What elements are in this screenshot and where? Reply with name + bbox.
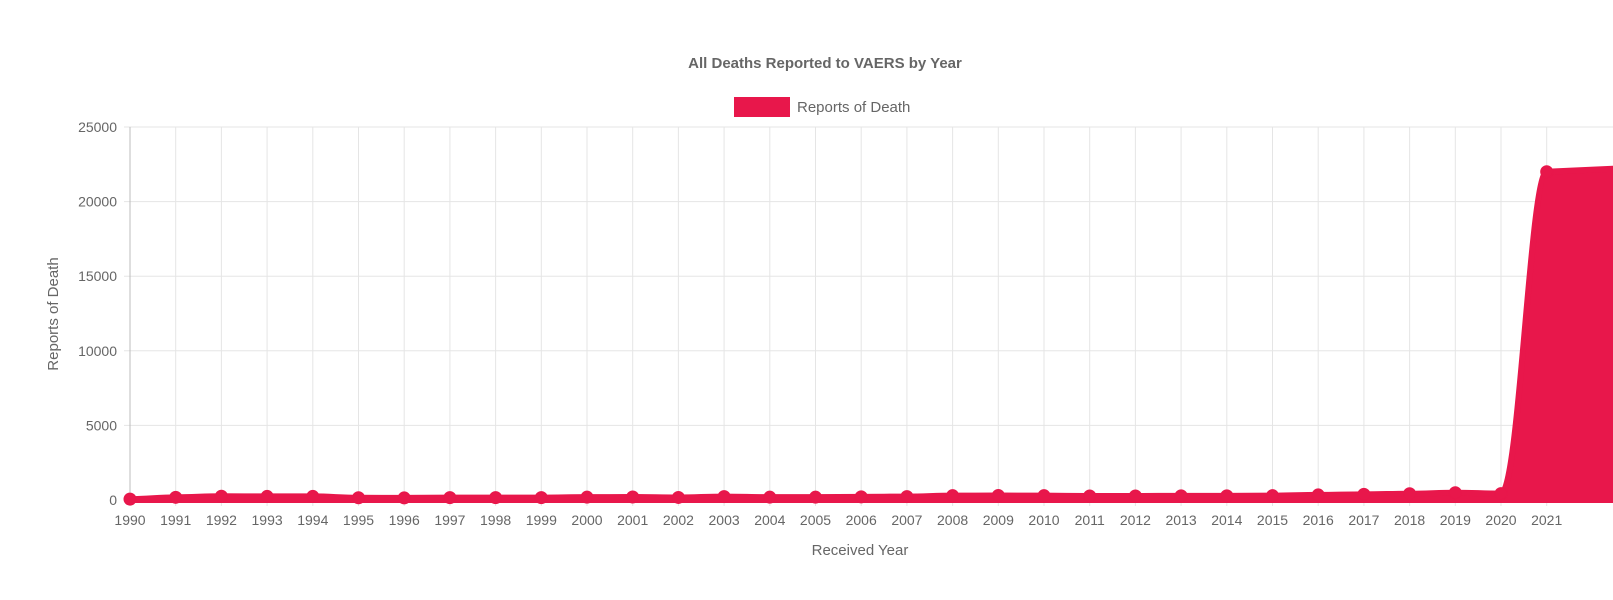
data-point xyxy=(991,489,1005,503)
data-point xyxy=(900,490,914,504)
data-point xyxy=(534,491,548,505)
y-tick-label: 0 xyxy=(109,492,117,508)
data-point xyxy=(260,489,274,503)
x-tick-label: 1997 xyxy=(434,512,465,528)
data-point xyxy=(1266,489,1279,503)
y-tick-label: 10000 xyxy=(78,343,117,359)
x-tick-label: 1998 xyxy=(480,512,511,528)
x-tick-label: 2004 xyxy=(754,512,785,528)
y-tick-label: 5000 xyxy=(86,417,117,433)
y-axis-ticks: 0 5000 10000 15000 20000 25000 xyxy=(78,119,117,508)
data-point xyxy=(123,492,137,506)
x-tick-label: 2008 xyxy=(937,512,968,528)
x-tick-label: 1995 xyxy=(343,512,374,528)
x-tick-label: 2005 xyxy=(800,512,831,528)
legend[interactable]: Reports of Death xyxy=(734,97,910,117)
legend-label: Reports of Death xyxy=(797,99,910,116)
data-point xyxy=(214,489,228,503)
y-tick-label: 20000 xyxy=(78,194,117,210)
gridlines xyxy=(124,126,1613,506)
x-tick-label: 2020 xyxy=(1485,512,1516,528)
data-point xyxy=(489,491,503,505)
y-tick-label: 25000 xyxy=(78,119,117,135)
data-point xyxy=(1494,487,1508,501)
data-point xyxy=(671,490,685,504)
data-point xyxy=(352,491,365,505)
data-point xyxy=(809,490,822,504)
x-tick-label: 2006 xyxy=(846,512,877,528)
data-point xyxy=(1220,489,1234,503)
data-point xyxy=(626,490,640,504)
x-tick-label: 2010 xyxy=(1028,512,1059,528)
data-point xyxy=(397,491,411,505)
legend-swatch xyxy=(734,97,790,117)
data-point xyxy=(1357,487,1371,501)
x-tick-label: 1990 xyxy=(114,512,145,528)
data-point xyxy=(1128,489,1142,503)
x-tick-label: 2001 xyxy=(617,512,648,528)
data-point xyxy=(580,490,594,504)
series-points xyxy=(123,165,1554,506)
data-point xyxy=(1448,486,1462,500)
data-point xyxy=(306,489,320,503)
x-tick-label: 1991 xyxy=(160,512,191,528)
x-tick-label: 1993 xyxy=(252,512,283,528)
data-point xyxy=(763,490,777,504)
x-tick-label: 2002 xyxy=(663,512,694,528)
x-tick-label: 2017 xyxy=(1348,512,1379,528)
data-point xyxy=(1174,489,1188,503)
data-point xyxy=(946,489,960,503)
series-fill xyxy=(127,165,1613,503)
x-tick-label: 2021 xyxy=(1531,512,1562,528)
x-tick-label: 2015 xyxy=(1257,512,1288,528)
x-axis-label: Received Year xyxy=(812,542,909,559)
x-tick-label: 2016 xyxy=(1303,512,1334,528)
data-point xyxy=(443,491,457,505)
chart-title: All Deaths Reported to VAERS by Year xyxy=(688,55,962,72)
x-tick-label: 2014 xyxy=(1211,512,1242,528)
x-tick-label: 2019 xyxy=(1440,512,1471,528)
data-point xyxy=(1540,165,1554,179)
x-tick-label: 2011 xyxy=(1075,512,1105,528)
y-axis-label: Reports of Death xyxy=(45,257,62,370)
x-tick-label: 2018 xyxy=(1394,512,1425,528)
data-point xyxy=(1311,488,1325,502)
data-point xyxy=(717,490,731,504)
x-tick-label: 2007 xyxy=(891,512,922,528)
y-tick-label: 15000 xyxy=(78,268,117,284)
data-point xyxy=(854,490,868,504)
data-point xyxy=(1037,489,1051,503)
x-tick-label: 2012 xyxy=(1120,512,1151,528)
x-tick-label: 2003 xyxy=(709,512,740,528)
x-tick-label: 2013 xyxy=(1166,512,1197,528)
x-tick-label: 1999 xyxy=(526,512,557,528)
data-point xyxy=(1403,487,1417,501)
x-axis-ticks: 1990 1991 1992 1993 1994 1995 1996 1997 1998 1999… xyxy=(114,512,1562,528)
x-tick-label: 1992 xyxy=(206,512,237,528)
x-tick-label: 1996 xyxy=(389,512,420,528)
x-tick-label: 2009 xyxy=(983,512,1014,528)
series-area xyxy=(127,165,1613,503)
x-tick-label: 2000 xyxy=(571,512,602,528)
data-point xyxy=(1083,489,1097,503)
data-point xyxy=(169,490,183,504)
x-tick-label: 1994 xyxy=(297,512,328,528)
